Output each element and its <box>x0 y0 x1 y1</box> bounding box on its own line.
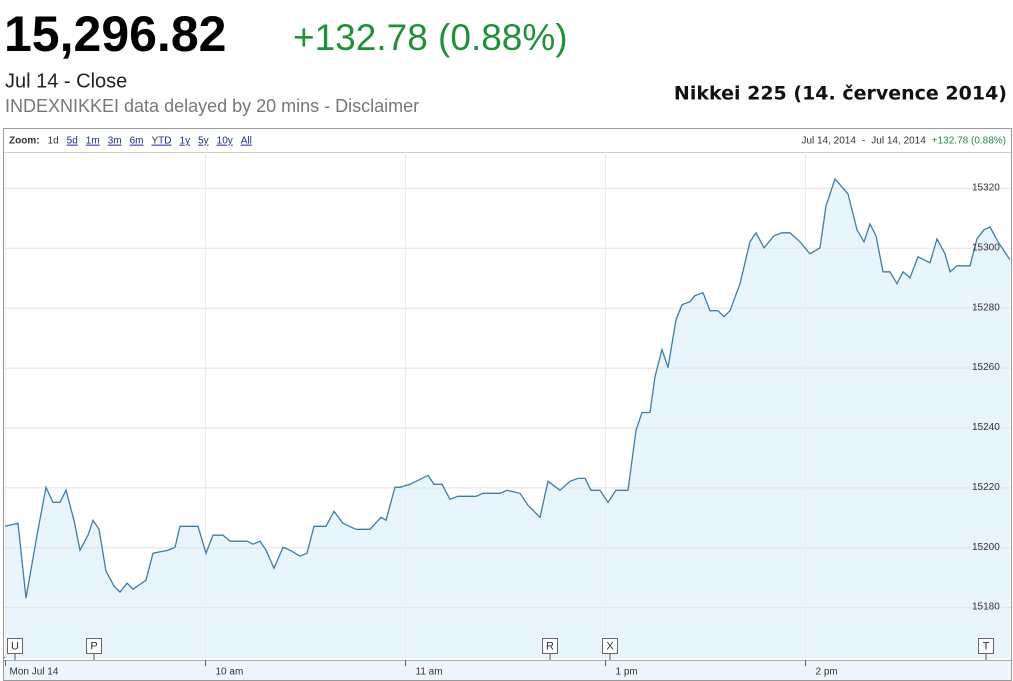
x-tick-label: 2 pm <box>816 667 838 678</box>
source-note: INDEXNIKKEI data delayed by 20 mins - Di… <box>5 96 419 116</box>
flag-label: T <box>983 640 990 652</box>
zoom-option[interactable]: 1y <box>180 136 191 147</box>
y-tick-label: 15320 <box>972 183 1000 194</box>
flag-label: U <box>11 640 19 652</box>
price-line <box>4 177 1011 599</box>
range-sep: - <box>862 136 865 147</box>
x-tick-label: 10 am <box>216 667 244 678</box>
y-tick-label: 15220 <box>972 482 1000 493</box>
x-axis-strip <box>4 660 1011 680</box>
change: +132.78 (0.88%) <box>293 17 568 58</box>
zoom-option[interactable]: 6m <box>130 136 144 147</box>
zoom-option[interactable]: 5d <box>67 136 78 147</box>
flag[interactable] <box>542 638 559 654</box>
zoom-option[interactable]: 1m <box>86 136 100 147</box>
zoom-option[interactable]: YTD <box>152 136 172 147</box>
zoom-option[interactable]: 10y <box>217 136 233 147</box>
x-tick-label: Mon Jul 14 <box>10 667 59 678</box>
zoom-option[interactable]: All <box>241 136 252 147</box>
y-tick-label: 15300 <box>972 242 1000 253</box>
zoom-label: Zoom: <box>9 136 40 147</box>
zoom-option[interactable]: 3m <box>108 136 122 147</box>
flag-label: R <box>546 640 554 652</box>
y-tick-label: 15200 <box>972 542 1000 553</box>
flag[interactable] <box>602 638 619 654</box>
range-change: +132.78 (0.88%) <box>932 136 1006 147</box>
range-end: Jul 14, 2014 <box>871 136 926 147</box>
close-date: Jul 14 - Close <box>5 70 127 92</box>
y-tick-label: 15240 <box>972 422 1000 433</box>
zoom-option[interactable]: 1d <box>48 136 59 147</box>
price: 15,296.82 <box>4 6 226 62</box>
chart-title: Nikkei 225 (14. července 2014) <box>674 83 1007 105</box>
flag-label: X <box>606 640 614 652</box>
flag[interactable] <box>978 638 995 654</box>
zoom-option[interactable]: 5y <box>198 136 209 147</box>
flag[interactable] <box>86 638 103 654</box>
area <box>5 178 1011 658</box>
x-tick-label: 1 pm <box>616 667 638 678</box>
y-tick-label: 15280 <box>972 302 1000 313</box>
range-start: Jul 14, 2014 <box>801 136 856 147</box>
x-tick-label: 11 am <box>416 667 443 678</box>
y-tick-label: 15180 <box>972 602 1000 613</box>
y-tick-label: 15260 <box>972 362 1000 373</box>
flag[interactable] <box>7 638 24 654</box>
flag-label: P <box>90 640 97 652</box>
